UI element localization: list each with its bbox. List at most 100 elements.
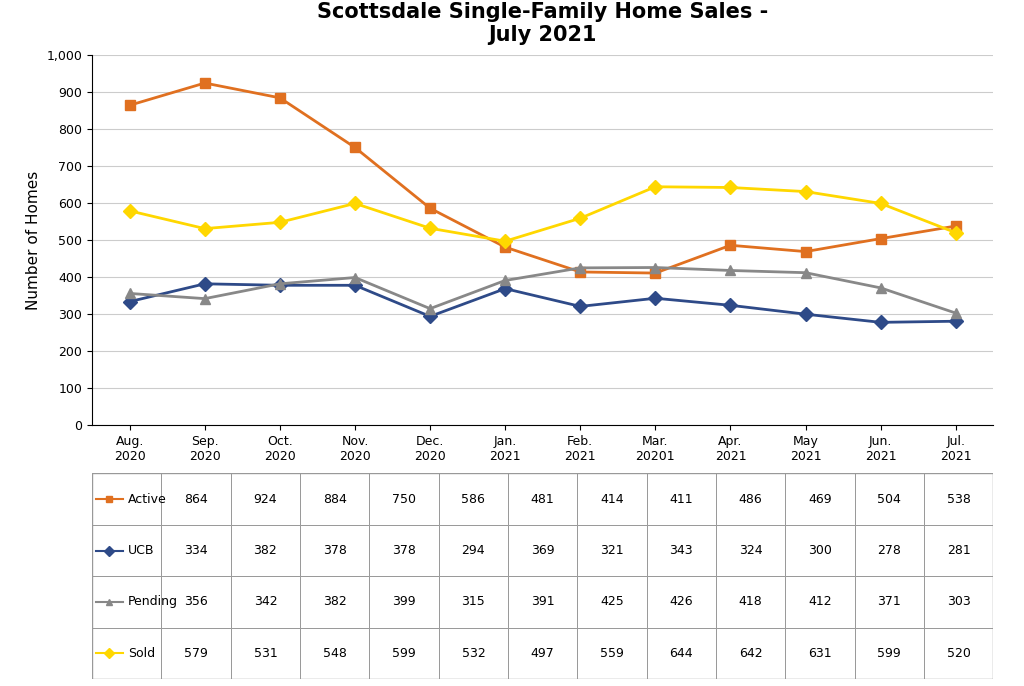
Active: [349, 143, 361, 152]
Text: 324: 324: [739, 544, 763, 557]
Active: [124, 101, 136, 109]
Text: 642: 642: [739, 647, 763, 660]
Bar: [785, 473, 855, 525]
Bar: [924, 576, 993, 628]
Text: 559: 559: [600, 647, 624, 660]
Bar: [924, 525, 993, 576]
Text: 418: 418: [738, 595, 763, 608]
Text: 586: 586: [462, 493, 485, 506]
Text: 411: 411: [670, 493, 693, 506]
Text: 520: 520: [946, 647, 971, 660]
Bar: [230, 576, 300, 628]
Bar: [300, 628, 370, 679]
Active: [800, 248, 812, 256]
Text: UCB: UCB: [128, 544, 155, 557]
Bar: [647, 473, 716, 525]
Bar: [855, 628, 924, 679]
Bar: [924, 473, 993, 525]
Active: [424, 204, 436, 213]
Bar: [162, 525, 230, 576]
Text: 579: 579: [184, 647, 208, 660]
Bar: [300, 473, 370, 525]
Bar: [855, 576, 924, 628]
Bar: [370, 525, 438, 576]
Bar: [647, 576, 716, 628]
Text: 382: 382: [323, 595, 347, 608]
Sold: [800, 187, 812, 196]
Text: 864: 864: [184, 493, 208, 506]
Text: 631: 631: [808, 647, 831, 660]
Sold: [124, 206, 136, 215]
Sold: [273, 218, 286, 226]
UCB: [949, 317, 962, 325]
Active: [649, 269, 662, 277]
Text: 497: 497: [530, 647, 555, 660]
Pending: [874, 284, 887, 292]
Text: 425: 425: [600, 595, 624, 608]
Text: 548: 548: [323, 647, 347, 660]
Bar: [924, 628, 993, 679]
Sold: [649, 182, 662, 191]
Pending: [574, 264, 587, 272]
Title: Scottsdale Single-Family Home Sales -
July 2021: Scottsdale Single-Family Home Sales - Ju…: [317, 2, 768, 45]
Text: Active: Active: [128, 493, 167, 506]
Text: Pending: Pending: [128, 595, 178, 608]
Bar: [647, 628, 716, 679]
UCB: [424, 312, 436, 320]
Active: [724, 241, 736, 250]
Bar: [300, 576, 370, 628]
Active: [574, 268, 587, 276]
Text: 481: 481: [530, 493, 555, 506]
Text: 469: 469: [808, 493, 831, 506]
Bar: [508, 473, 578, 525]
Text: 303: 303: [947, 595, 971, 608]
Pending: [199, 294, 211, 303]
Bar: [508, 628, 578, 679]
Sold: [424, 224, 436, 233]
Text: 538: 538: [946, 493, 971, 506]
Sold: [574, 214, 587, 222]
Bar: [438, 473, 508, 525]
Text: 378: 378: [392, 544, 416, 557]
UCB: [199, 280, 211, 288]
Sold: [499, 237, 511, 246]
Text: 281: 281: [947, 544, 971, 557]
UCB: [124, 298, 136, 306]
Bar: [92, 628, 162, 679]
Text: Sold: Sold: [128, 647, 156, 660]
Bar: [438, 576, 508, 628]
Text: 343: 343: [670, 544, 693, 557]
Line: Active: Active: [125, 78, 961, 278]
Bar: [855, 473, 924, 525]
Pending: [724, 266, 736, 274]
Pending: [949, 309, 962, 317]
Bar: [647, 525, 716, 576]
Bar: [162, 628, 230, 679]
UCB: [349, 281, 361, 289]
UCB: [499, 285, 511, 293]
Text: 378: 378: [323, 544, 347, 557]
Bar: [855, 525, 924, 576]
Sold: [199, 224, 211, 233]
Text: 391: 391: [530, 595, 555, 608]
Line: Pending: Pending: [125, 263, 961, 318]
UCB: [574, 303, 587, 311]
Active: [499, 243, 511, 251]
Sold: [724, 183, 736, 191]
Text: 382: 382: [254, 544, 278, 557]
Bar: [162, 473, 230, 525]
Text: 599: 599: [392, 647, 416, 660]
Bar: [300, 525, 370, 576]
Text: 532: 532: [462, 647, 485, 660]
Bar: [716, 576, 785, 628]
Text: 321: 321: [600, 544, 624, 557]
Text: 300: 300: [808, 544, 831, 557]
Bar: [438, 525, 508, 576]
Bar: [785, 628, 855, 679]
Bar: [785, 525, 855, 576]
Bar: [578, 473, 647, 525]
UCB: [800, 310, 812, 318]
Bar: [92, 576, 162, 628]
Text: 356: 356: [184, 595, 208, 608]
Pending: [424, 305, 436, 313]
